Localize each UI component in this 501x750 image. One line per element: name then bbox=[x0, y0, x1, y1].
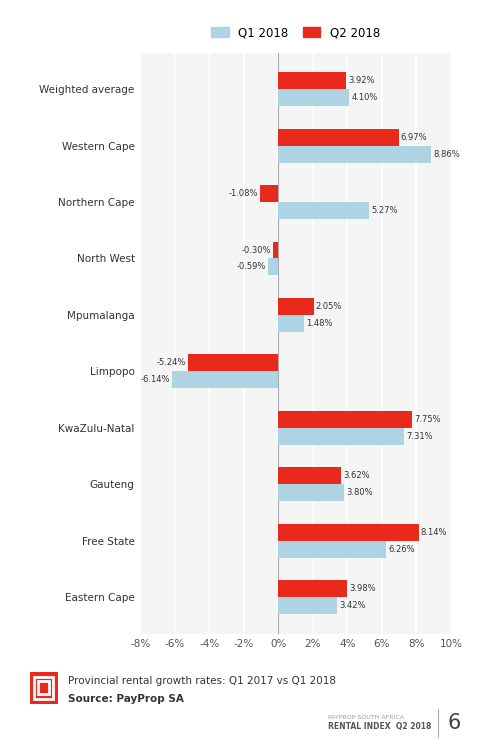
Text: 3.80%: 3.80% bbox=[346, 488, 373, 497]
Text: 5.27%: 5.27% bbox=[371, 206, 398, 215]
Bar bbox=[279, 89, 349, 106]
Text: -1.08%: -1.08% bbox=[228, 189, 258, 198]
Bar bbox=[279, 202, 369, 219]
Text: 6: 6 bbox=[447, 713, 461, 733]
Bar bbox=[273, 242, 279, 259]
Text: -0.30%: -0.30% bbox=[241, 245, 271, 254]
Legend: Q1 2018, Q2 2018: Q1 2018, Q2 2018 bbox=[211, 26, 380, 40]
Bar bbox=[279, 467, 341, 484]
Bar bbox=[279, 298, 314, 315]
Text: 3.92%: 3.92% bbox=[348, 76, 375, 86]
Text: 8.14%: 8.14% bbox=[421, 528, 447, 537]
Bar bbox=[279, 484, 344, 501]
Bar bbox=[279, 541, 386, 557]
Bar bbox=[279, 580, 347, 597]
Bar bbox=[279, 146, 431, 163]
Text: -0.59%: -0.59% bbox=[236, 262, 266, 272]
Bar bbox=[172, 371, 279, 388]
Text: 8.86%: 8.86% bbox=[433, 149, 460, 158]
Text: 6.97%: 6.97% bbox=[401, 133, 427, 142]
Bar bbox=[188, 355, 279, 371]
Bar bbox=[260, 185, 279, 202]
Text: 2.05%: 2.05% bbox=[316, 302, 342, 311]
Bar bbox=[38, 682, 49, 694]
Text: 6.26%: 6.26% bbox=[388, 544, 415, 554]
Text: Provincial rental growth rates: Q1 2017 vs Q1 2018: Provincial rental growth rates: Q1 2017 … bbox=[68, 676, 336, 686]
Text: 7.31%: 7.31% bbox=[406, 432, 433, 441]
Bar bbox=[279, 524, 419, 541]
Text: 3.42%: 3.42% bbox=[339, 601, 366, 610]
Bar bbox=[279, 72, 346, 89]
Bar bbox=[279, 427, 404, 445]
Text: 3.62%: 3.62% bbox=[343, 471, 370, 480]
Text: 4.10%: 4.10% bbox=[351, 93, 378, 102]
Text: 7.75%: 7.75% bbox=[414, 415, 441, 424]
Bar bbox=[279, 411, 412, 428]
Text: Source: PayProp SA: Source: PayProp SA bbox=[68, 694, 183, 703]
Bar bbox=[279, 597, 337, 614]
Text: -6.14%: -6.14% bbox=[141, 375, 170, 384]
Text: 1.48%: 1.48% bbox=[306, 319, 333, 328]
Text: 3.98%: 3.98% bbox=[349, 584, 376, 593]
Text: RENTAL INDEX  Q2 2018: RENTAL INDEX Q2 2018 bbox=[328, 722, 431, 730]
Bar bbox=[279, 129, 399, 146]
Text: -5.24%: -5.24% bbox=[156, 358, 186, 368]
Bar bbox=[268, 259, 279, 275]
Text: PAYPROP SOUTH AFRICA: PAYPROP SOUTH AFRICA bbox=[328, 715, 404, 720]
Bar bbox=[34, 676, 54, 699]
Bar bbox=[279, 315, 304, 332]
